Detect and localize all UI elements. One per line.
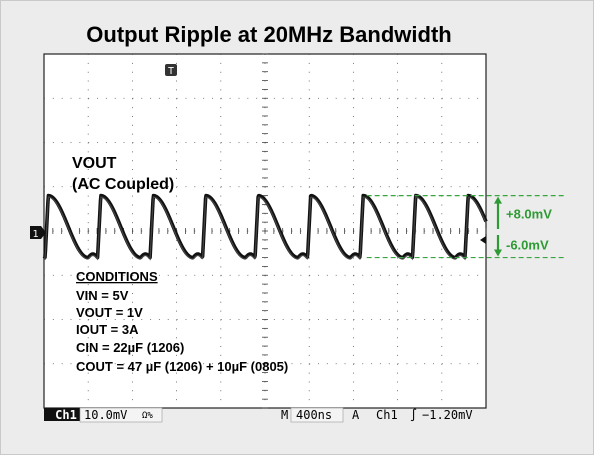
channel-1-marker: 1 — [30, 226, 46, 240]
trace-sublabel: (AC Coupled) — [72, 176, 174, 193]
status-volts-per-div: 10.0mV — [84, 408, 127, 422]
peak-arrow — [494, 196, 502, 229]
chart-title: Output Ripple at 20MHz Bandwidth — [86, 22, 452, 47]
condition-cin: CIN = 22µF (1206) — [76, 340, 184, 355]
ripple-trace-noise-band — [43, 196, 487, 261]
status-trigger-slope: ∫ — [410, 408, 417, 422]
condition-iout: IOUT = 3A — [76, 322, 139, 337]
status-bar: Ch1 10.0mV Ω% M 400ns A Ch1 ∫ −1.20mV — [44, 407, 473, 423]
trigger-level-marker — [480, 236, 486, 244]
trace-label: VOUT — [72, 155, 117, 172]
condition-vin: VIN = 5V — [76, 288, 129, 303]
peak-value-label: +8.0mV — [506, 206, 552, 221]
status-coupling: Ω% — [142, 411, 153, 421]
status-trigger-mode: A — [352, 408, 360, 422]
status-main-label: M — [281, 408, 288, 422]
status-trigger-level: −1.20mV — [422, 408, 473, 422]
status-timebase: 400ns — [296, 408, 332, 422]
trough-arrow-head — [494, 249, 502, 257]
status-trigger-channel: Ch1 — [376, 408, 398, 422]
trough-value-label: -6.0mV — [506, 237, 549, 252]
ripple-trace — [42, 193, 488, 261]
conditions-heading: CONDITIONS — [76, 269, 158, 284]
status-channel: Ch1 — [55, 408, 77, 422]
trigger-position-label: T — [168, 66, 174, 77]
condition-vout: VOUT = 1V — [76, 305, 143, 320]
peak-arrow-head — [494, 196, 502, 204]
channel-1-label: 1 — [32, 229, 38, 240]
trough-arrow — [494, 235, 502, 257]
trigger-position-marker: T — [165, 64, 177, 77]
condition-cout: COUT = 47 µF (1206) + 10µF (0805) — [76, 359, 288, 374]
ripple-annotations: +8.0mV -6.0mV — [366, 195, 564, 259]
